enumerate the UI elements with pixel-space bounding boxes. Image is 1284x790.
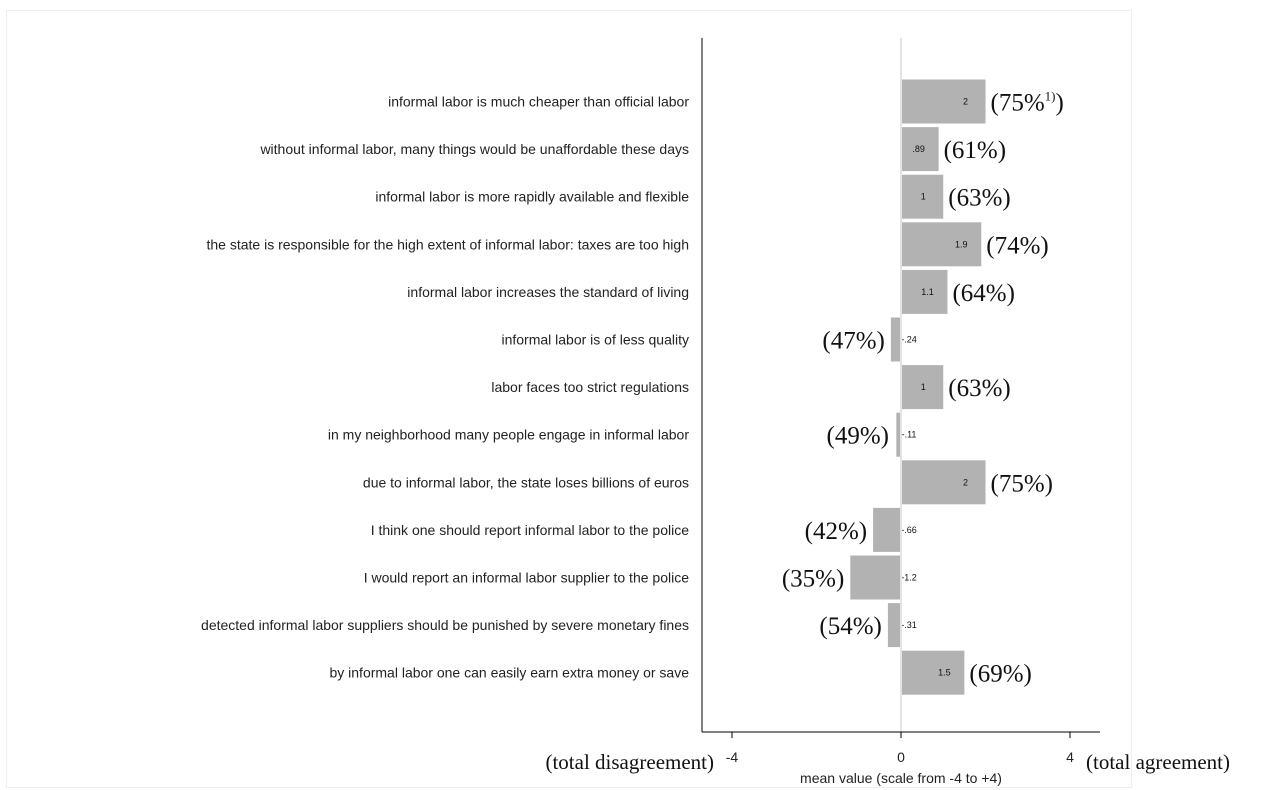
bar — [901, 127, 939, 172]
bar — [901, 269, 948, 314]
category-label: informal labor increases the standard of… — [407, 284, 689, 300]
value-label: 1.5 — [938, 668, 951, 678]
category-label: detected informal labor suppliers should… — [201, 617, 689, 633]
agreement-percent-label: (42%) — [805, 518, 867, 545]
category-label: I think one should report informal labor… — [371, 522, 690, 538]
value-label: 2 — [963, 97, 968, 107]
x-axis-label: mean value (scale from -4 to +4) — [800, 770, 1002, 786]
agreement-percent-label: (54%) — [819, 613, 881, 640]
value-label: -.31 — [901, 620, 917, 630]
category-label: informal labor is of less quality — [501, 332, 689, 348]
category-label: due to informal labor, the state loses b… — [363, 474, 689, 490]
agreement-percent-label: (35%) — [782, 566, 844, 593]
agreement-percent-label: (64%) — [952, 280, 1014, 307]
category-label: informal labor is much cheaper than offi… — [388, 94, 689, 110]
agreement-percent-label: (47%) — [822, 328, 884, 355]
bar — [890, 317, 901, 362]
category-label: labor faces too strict regulations — [491, 379, 689, 395]
agreement-percent-label: (74%) — [986, 232, 1048, 259]
agreement-percent-label: (49%) — [827, 423, 889, 450]
bar — [901, 222, 982, 267]
bar — [887, 603, 901, 648]
value-label: 2 — [963, 477, 968, 487]
right-end-label: (total agreement) — [1086, 750, 1230, 774]
x-tick-label: -4 — [726, 749, 739, 765]
bar — [901, 365, 944, 410]
x-tick-label: 0 — [897, 749, 905, 765]
plot-region-border — [6, 10, 1132, 788]
agreement-percent-label: (63%) — [948, 185, 1010, 212]
x-tick-label: 4 — [1066, 749, 1074, 765]
agreement-percent-label: (75%1)) — [991, 89, 1064, 117]
category-label: by informal labor one can easily earn ex… — [329, 665, 689, 681]
value-label: -.24 — [901, 335, 917, 345]
bar — [901, 79, 986, 124]
agreement-percent-label: (63%) — [948, 375, 1010, 402]
value-label: 1 — [921, 382, 926, 392]
bar — [896, 412, 901, 457]
value-label: -.11 — [902, 430, 917, 440]
category-label: I would report an informal labor supplie… — [364, 570, 690, 586]
value-label: 1.1 — [921, 287, 934, 297]
agreement-percent-label: (75%) — [991, 470, 1053, 497]
value-label: -.66 — [901, 525, 917, 535]
value-label: -1.2 — [901, 573, 917, 583]
category-label: informal labor is more rapidly available… — [375, 189, 689, 205]
category-label: in my neighborhood many people engage in… — [328, 427, 689, 443]
agreement-percent-label: (61%) — [944, 137, 1006, 164]
left-end-label: (total disagreement) — [545, 750, 714, 774]
bar — [850, 555, 901, 600]
value-label: .89 — [912, 144, 925, 154]
agreement-percent-label: (69%) — [969, 661, 1031, 688]
bar — [873, 507, 901, 552]
value-label: 1.9 — [955, 239, 968, 249]
bar — [901, 174, 944, 219]
bar — [901, 460, 986, 505]
category-label: without informal labor, many things woul… — [259, 141, 689, 157]
bar — [901, 650, 965, 695]
value-label: 1 — [921, 192, 926, 202]
category-label: the state is responsible for the high ex… — [206, 236, 689, 252]
